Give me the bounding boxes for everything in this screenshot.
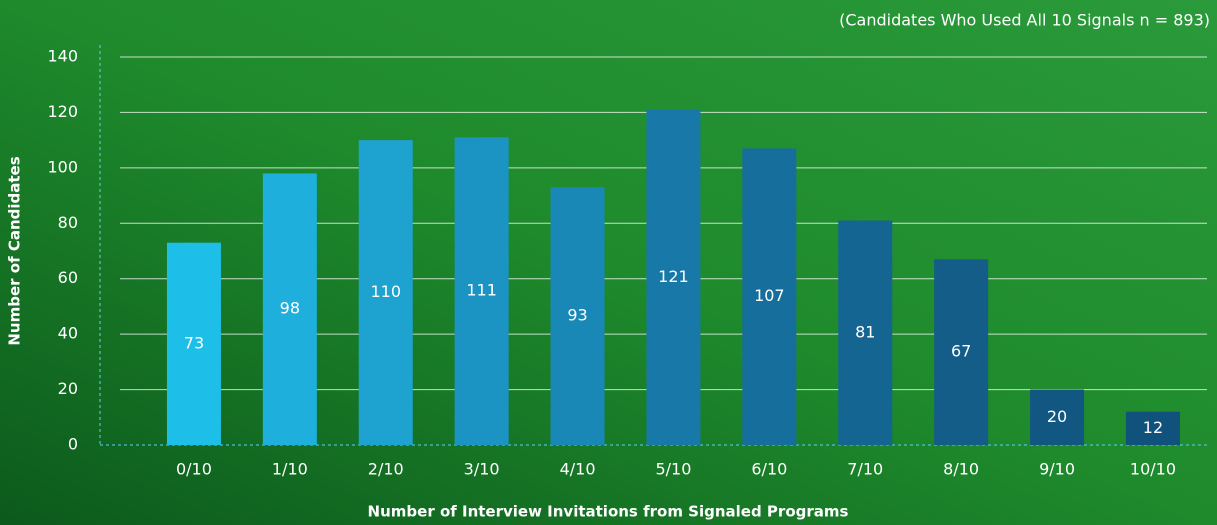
x-tick-label: 10/10: [1130, 460, 1176, 479]
x-tick-label: 7/10: [847, 460, 883, 479]
x-tick-label: 1/10: [272, 460, 308, 479]
bar: [838, 220, 893, 445]
data-label: 12: [1143, 418, 1163, 437]
data-label: 98: [280, 299, 300, 318]
bar: [358, 140, 413, 445]
data-label: 67: [951, 342, 971, 361]
y-tick-label: 140: [47, 47, 78, 66]
data-label: 110: [370, 282, 401, 301]
bar: [1125, 411, 1180, 445]
x-axis-label: Number of Interview Invitations from Sig…: [368, 503, 849, 521]
y-tick-label: 20: [58, 379, 78, 398]
x-tick-label: 4/10: [560, 460, 596, 479]
y-tick-label: 60: [58, 268, 78, 287]
x-tick-label: 0/10: [176, 460, 212, 479]
y-tick-label: 80: [58, 213, 78, 232]
data-label: 111: [466, 281, 497, 300]
y-tick-label: 0: [68, 435, 78, 454]
bar: [1030, 389, 1085, 445]
x-tick-label: 2/10: [368, 460, 404, 479]
x-tick-label: 6/10: [751, 460, 787, 479]
data-label: 73: [184, 333, 204, 352]
bar: [550, 187, 605, 445]
x-tick-label: 5/10: [655, 460, 691, 479]
data-label: 93: [567, 306, 587, 325]
bar: [934, 259, 989, 445]
data-label: 121: [658, 267, 689, 286]
bar: [262, 173, 317, 445]
bar: [742, 148, 797, 445]
bar: [646, 109, 701, 446]
x-tick-label: 8/10: [943, 460, 979, 479]
bar: [166, 242, 221, 445]
data-label: 81: [855, 322, 875, 341]
data-label: 107: [754, 286, 785, 305]
subtitle: (Candidates Who Used All 10 Signals n = …: [839, 11, 1210, 30]
y-tick-label: 100: [47, 157, 78, 176]
data-label: 20: [1047, 407, 1067, 426]
y-tick-label: 120: [47, 102, 78, 121]
x-tick-label: 9/10: [1039, 460, 1075, 479]
y-tick-label: 40: [58, 324, 78, 343]
x-tick-label: 3/10: [464, 460, 500, 479]
y-axis-label: Number of Candidates: [6, 156, 24, 345]
bar: [454, 137, 509, 445]
